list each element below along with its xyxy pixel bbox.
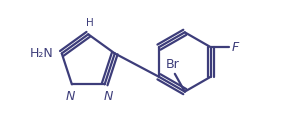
- Text: F: F: [231, 41, 239, 54]
- Text: N: N: [104, 90, 113, 103]
- Text: H: H: [86, 18, 94, 28]
- Text: H₂N: H₂N: [30, 47, 54, 60]
- Text: Br: Br: [166, 58, 180, 71]
- Text: N: N: [65, 90, 75, 103]
